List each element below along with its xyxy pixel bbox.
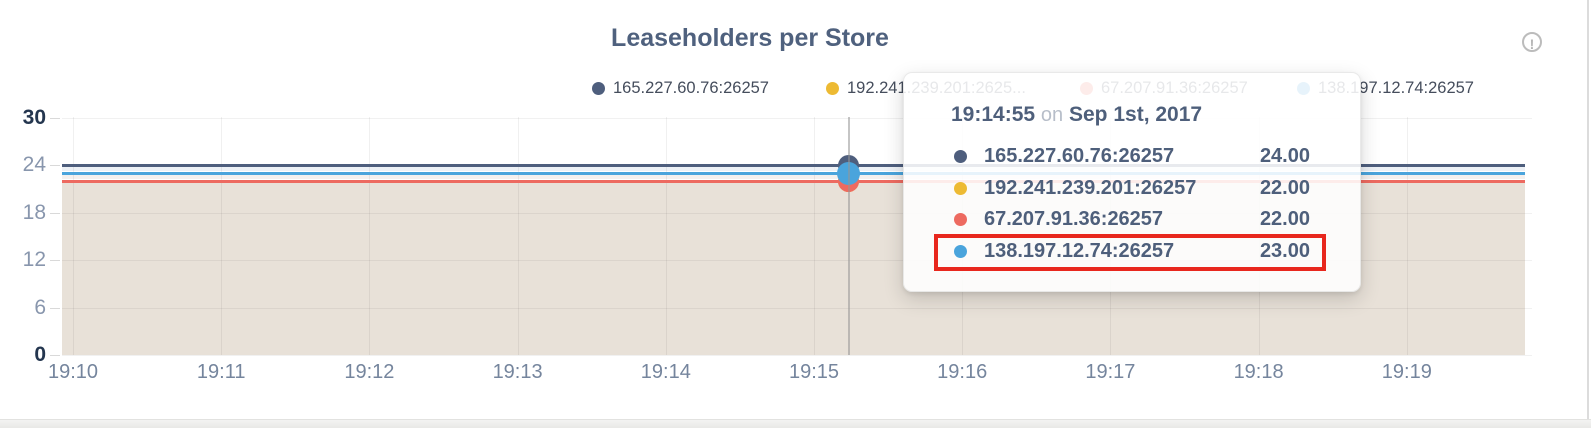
tooltip-row: 67.207.91.36:26257 22.00 bbox=[954, 204, 1310, 236]
gridline-vertical bbox=[1406, 117, 1408, 355]
tooltip-header: 19:14:55 on Sep 1st, 2017 bbox=[951, 103, 1202, 127]
area-fill-band-0 bbox=[62, 167, 1525, 172]
tooltip-rows: 165.227.60.76:26257 24.00 192.241.239.201:… bbox=[954, 141, 1310, 267]
y-tick-mark bbox=[50, 212, 60, 214]
tooltip-series-name: 192.241.239.201:26257 bbox=[984, 176, 1197, 199]
highlight-annotation-rect bbox=[934, 234, 1326, 271]
circled-exclamation-icon[interactable]: ! bbox=[1522, 32, 1542, 52]
y-tick-label: 30 bbox=[22, 106, 46, 129]
tooltip-series-value: 24.00 bbox=[1259, 145, 1310, 168]
legend-item-label: 165.227.60.76:26257 bbox=[613, 78, 769, 97]
x-tick-label: 19:15 bbox=[788, 361, 840, 383]
gridline-vertical bbox=[73, 117, 74, 355]
tooltip-series-name: 165.227.60.76:26257 bbox=[984, 145, 1175, 168]
y-tick-mark bbox=[50, 165, 60, 167]
gridline-vertical bbox=[517, 117, 519, 355]
exclamation-glyph: ! bbox=[1529, 36, 1535, 52]
x-tick-label: 19:11 bbox=[196, 361, 246, 383]
tooltip-series-dot-icon bbox=[954, 213, 967, 227]
gridline-horizontal bbox=[62, 260, 1532, 262]
tooltip-series-value: 22.00 bbox=[1259, 208, 1310, 231]
tooltip-time: 19:14:55 bbox=[951, 103, 1036, 126]
tooltip-row-highlighted: 138.197.12.74:26257 23.00 bbox=[954, 236, 1310, 268]
x-tick-label: 19:12 bbox=[344, 361, 395, 383]
x-tick-label: 19:14 bbox=[640, 361, 691, 383]
gridline-horizontal bbox=[62, 118, 1532, 119]
legend-swatch-icon bbox=[592, 81, 605, 95]
tooltip-row: 192.241.239.201:26257 22.00 bbox=[954, 173, 1310, 205]
tooltip-series-dot-icon bbox=[954, 181, 967, 195]
legend-item-0[interactable]: 165.227.60.76:26257 bbox=[592, 78, 769, 98]
next-panel-edge bbox=[0, 419, 1591, 428]
y-tick-label: 18 bbox=[22, 200, 46, 224]
gridline-vertical bbox=[221, 117, 223, 355]
tooltip-series-name: 67.207.91.36:26257 bbox=[984, 208, 1164, 231]
y-tick-mark bbox=[50, 307, 60, 309]
tooltip-series-name: 138.197.12.74:26257 bbox=[984, 239, 1175, 262]
y-tick-mark bbox=[50, 260, 60, 262]
x-tick-label: 19:13 bbox=[492, 361, 543, 383]
gridline-vertical bbox=[369, 117, 371, 355]
series-line-138.197.12.74:26257 bbox=[62, 171, 1525, 175]
series-line-67.207.91.36:26257 bbox=[62, 179, 1525, 183]
tooltip-series-dot-icon bbox=[954, 150, 967, 164]
y-tick-mark bbox=[50, 118, 60, 119]
tooltip-series-value: 23.00 bbox=[1259, 239, 1310, 262]
y-tick-label: 24 bbox=[22, 153, 46, 177]
x-tick-label: 19:19 bbox=[1381, 361, 1432, 383]
gridline-horizontal bbox=[62, 355, 1532, 356]
gridline-vertical bbox=[665, 117, 667, 355]
x-tick-label: 19:17 bbox=[1085, 361, 1136, 383]
chart-title: Leaseholders per Store bbox=[611, 24, 889, 52]
x-tick-label: 19:16 bbox=[937, 361, 988, 383]
hover-crosshair-line bbox=[848, 117, 850, 355]
hover-tooltip: 19:14:55 on Sep 1st, 2017 165.227.60.76:… bbox=[903, 72, 1361, 292]
gridline-horizontal bbox=[62, 212, 1532, 214]
area-fill-band-1 bbox=[62, 175, 1525, 180]
tooltip-date: Sep 1st, 2017 bbox=[1069, 103, 1203, 126]
gridline-vertical bbox=[814, 117, 815, 355]
y-tick-label: 6 bbox=[34, 295, 46, 319]
tooltip-series-dot-icon bbox=[954, 244, 967, 258]
x-tick-label: 19:10 bbox=[47, 361, 99, 383]
panel-right-border bbox=[1587, 0, 1589, 428]
tooltip-on-word: on bbox=[1040, 104, 1064, 126]
y-tick-mark bbox=[50, 355, 60, 356]
y-tick-label: 12 bbox=[22, 248, 46, 272]
gridline-horizontal bbox=[62, 307, 1532, 309]
tooltip-series-value: 22.00 bbox=[1259, 176, 1310, 199]
x-tick-label: 19:18 bbox=[1233, 361, 1284, 383]
series-line-165.227.60.76:26257 bbox=[62, 163, 1525, 167]
tooltip-row: 165.227.60.76:26257 24.00 bbox=[954, 141, 1310, 173]
legend-swatch-icon bbox=[826, 81, 839, 95]
y-tick-label: 0 bbox=[34, 343, 46, 366]
